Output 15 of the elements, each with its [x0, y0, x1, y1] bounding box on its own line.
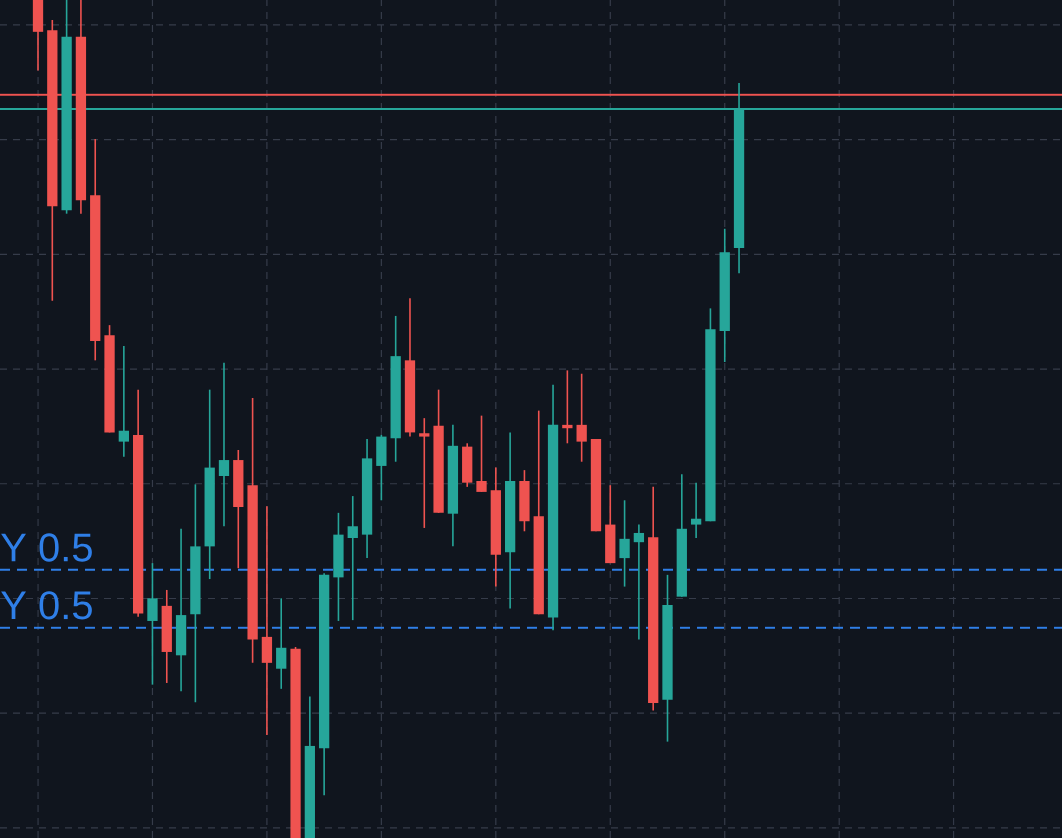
ref-line-label: Y 0.5 — [1, 533, 92, 562]
candlestick — [576, 372, 587, 463]
candlestick — [562, 369, 573, 445]
candlestick — [476, 414, 487, 493]
ref-line-label: Y 0.5 — [1, 591, 92, 620]
candlestick — [690, 481, 702, 539]
candlestick — [261, 505, 273, 736]
candlestick — [218, 362, 230, 528]
candlestick — [276, 597, 287, 690]
candlestick — [619, 499, 630, 588]
candlestick — [347, 495, 358, 621]
candlestick — [633, 523, 645, 641]
candlestick — [419, 417, 430, 529]
candlestick — [147, 562, 158, 686]
candlestick — [118, 345, 129, 458]
